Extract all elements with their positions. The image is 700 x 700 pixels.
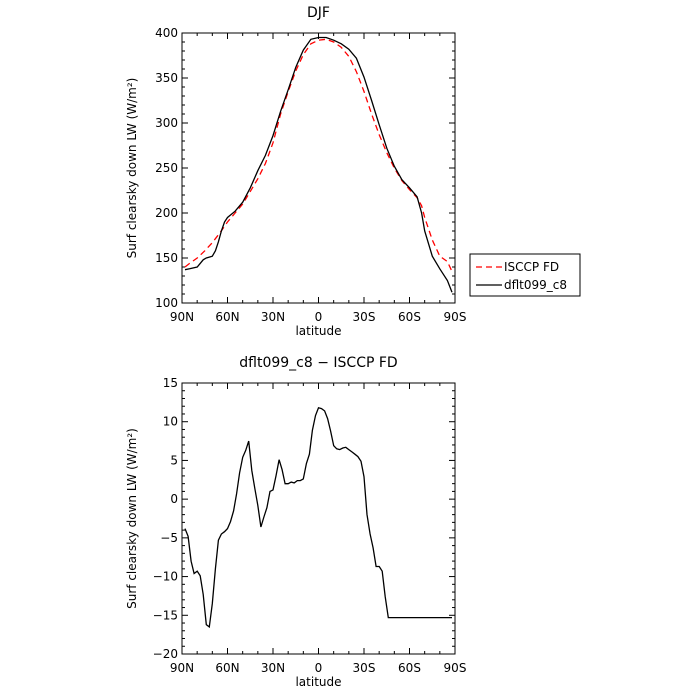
- y-tick-label: 400: [155, 26, 178, 40]
- legend-label: ISCCP FD: [504, 260, 559, 274]
- y-tick-label: −15: [153, 608, 178, 622]
- legend-box: [469, 253, 581, 297]
- x-tick-label: 30N: [261, 310, 285, 324]
- plot-frame: [181, 382, 456, 655]
- y-tick-label: 5: [170, 453, 178, 467]
- y-tick-label: 150: [155, 251, 178, 265]
- chart-panel-1: 90N 60N 30N 0 30S 60S 90S 100 150 200 250 300 350 400…: [125, 5, 581, 338]
- y-tick-label: 200: [155, 206, 178, 220]
- x-tick-label: 90S: [444, 310, 467, 324]
- x-tick-label: 90S: [444, 661, 467, 675]
- chart-title: dflt099_c8 − ISCCP FD: [239, 355, 397, 371]
- plot-frame: [181, 32, 456, 304]
- y-tick-label: −10: [153, 570, 178, 584]
- x-tick-label: 30S: [353, 310, 376, 324]
- y-tick-label: 250: [155, 161, 178, 175]
- y-tick-label: 15: [163, 376, 178, 390]
- x-tick-label: 30S: [353, 661, 376, 675]
- x-axis-label: latitude: [295, 675, 341, 689]
- y-axis-label: Surf clearsky down LW (W/m²): [125, 78, 139, 259]
- x-tick-label: 90N: [170, 310, 194, 324]
- x-tick-label: 60N: [215, 661, 239, 675]
- x-tick-label: 60S: [398, 310, 421, 324]
- x-tick-label: 60N: [215, 310, 239, 324]
- x-axis-label: latitude: [295, 324, 341, 338]
- x-tick-label: 30N: [261, 661, 285, 675]
- chart-panel-2: 90N 60N 30N 0 30S 60S 90S −20 −15 −10 −5 0 5 10 15 dflt…: [125, 355, 466, 689]
- x-tick-label: 0: [315, 661, 323, 675]
- y-tick-label: 100: [155, 296, 178, 310]
- series-line-1: [184, 407, 452, 629]
- series-line-isccp-fd: [184, 38, 453, 272]
- y-tick-label: −5: [160, 531, 178, 545]
- x-tick-label: 0: [315, 310, 323, 324]
- y-tick-label: 300: [155, 116, 178, 130]
- y-tick-label: 10: [163, 415, 178, 429]
- x-tick-label: 60S: [398, 661, 421, 675]
- y-axis-label: Surf clearsky down LW (W/m²): [125, 428, 139, 609]
- legend: ISCCP FD dflt099_c8: [469, 253, 581, 297]
- x-tick-label: 90N: [170, 661, 194, 675]
- legend-label: dflt099_c8: [504, 278, 567, 292]
- series-line-dflt099-c8: [184, 36, 453, 293]
- y-tick-label: −20: [153, 647, 178, 661]
- y-tick-label: 350: [155, 71, 178, 85]
- y-tick-label: 0: [170, 492, 178, 506]
- chart-title: DJF: [307, 5, 330, 21]
